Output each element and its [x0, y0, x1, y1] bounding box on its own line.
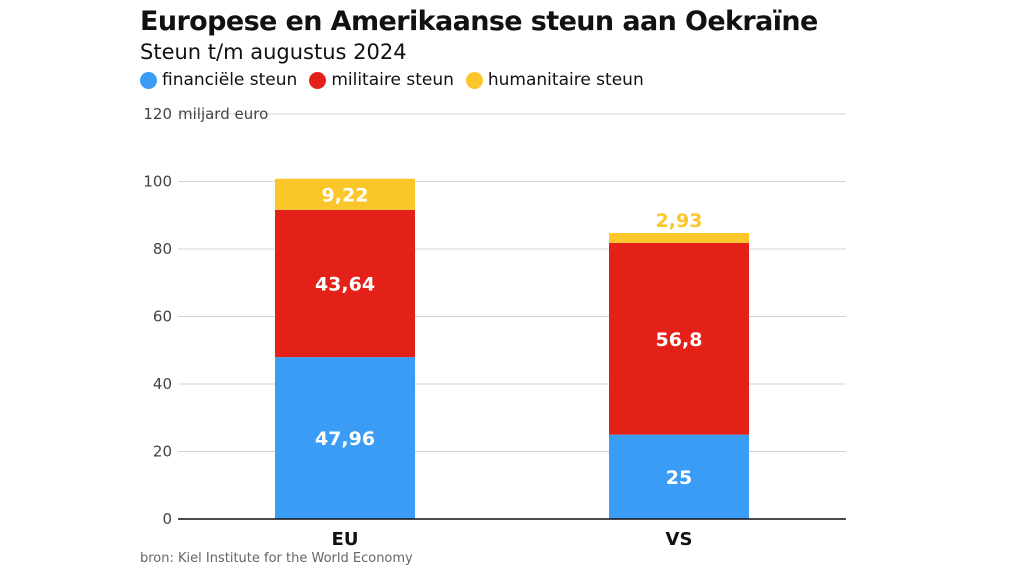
legend-label-financial: financiële steun — [162, 70, 298, 90]
chart-title: Europese en Amerikaanse steun aan Oekraï… — [140, 6, 818, 37]
data-label: 47,96 — [315, 428, 375, 450]
legend-label-military: militaire steun — [331, 70, 454, 90]
legend-item-military: militaire steun — [309, 70, 454, 90]
legend-swatch-financial — [140, 71, 157, 89]
y-tick-label: 120 — [143, 105, 172, 123]
y-tick-label: 20 — [153, 443, 172, 461]
legend: financiële steun militaire steun humanit… — [140, 70, 656, 90]
source-note: bron: Kiel Institute for the World Econo… — [140, 551, 413, 566]
data-label: 56,8 — [656, 329, 703, 351]
data-label: 43,64 — [315, 273, 375, 295]
bar-segment-vs-0 — [609, 434, 749, 519]
y-tick-label: 0 — [162, 510, 172, 528]
legend-item-humanitarian: humanitaire steun — [465, 70, 644, 90]
legend-swatch-military — [309, 71, 327, 89]
bar-segment-eu-1 — [275, 209, 415, 358]
y-tick-label: 80 — [153, 240, 172, 258]
y-tick-label: 60 — [153, 308, 172, 326]
bar-segment-eu-0 — [275, 357, 415, 519]
bar-segment-vs-1 — [609, 242, 749, 435]
data-label: 2,93 — [656, 210, 703, 232]
data-label: 9,22 — [322, 184, 369, 206]
y-tick-label: 40 — [153, 375, 172, 393]
x-category-label: VS — [666, 529, 693, 550]
y-tick-label: 100 — [143, 173, 172, 191]
x-category-label: EU — [332, 529, 359, 550]
legend-label-humanitarian: humanitaire steun — [487, 70, 644, 90]
legend-item-financial: financiële steun — [140, 70, 297, 90]
chart-subtitle: Steun t/m augustus 2024 — [140, 40, 407, 64]
y-axis-unit-label: miljard euro — [178, 105, 268, 123]
bar-segment-eu-2 — [275, 178, 415, 210]
bar-segment-vs-2 — [609, 233, 749, 243]
data-label: 25 — [666, 467, 692, 489]
legend-swatch-humanitarian — [465, 71, 483, 89]
